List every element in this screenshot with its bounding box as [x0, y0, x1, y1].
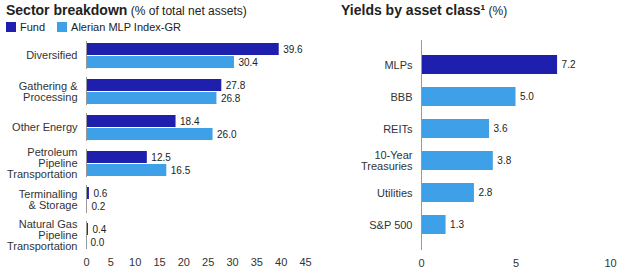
svg-text:Terminalling& Storage: Terminalling& Storage	[19, 188, 78, 211]
svg-text:26.8: 26.8	[221, 93, 241, 104]
svg-text:S&P 500: S&P 500	[369, 219, 412, 231]
svg-text:5.0: 5.0	[520, 91, 534, 102]
svg-text:Utilities: Utilities	[377, 187, 413, 199]
svg-text:18.4: 18.4	[180, 116, 200, 127]
svg-text:0: 0	[83, 256, 89, 268]
svg-text:PetroleumPipelineTransportatio: PetroleumPipelineTransportation	[7, 146, 78, 180]
svg-text:39.6: 39.6	[283, 44, 303, 55]
svg-text:MLPs: MLPs	[384, 59, 413, 71]
svg-text:10: 10	[129, 256, 141, 268]
svg-text:10-YearTreasuries: 10-YearTreasuries	[361, 149, 413, 172]
svg-text:Gathering &Processing: Gathering &Processing	[19, 80, 78, 103]
svg-text:15: 15	[153, 256, 165, 268]
svg-text:20: 20	[178, 256, 190, 268]
svg-text:30.4: 30.4	[238, 57, 258, 68]
svg-text:REITs: REITs	[383, 123, 413, 135]
svg-text:40: 40	[275, 256, 287, 268]
svg-text:3.6: 3.6	[494, 123, 508, 134]
svg-text:5: 5	[513, 257, 519, 269]
svg-text:Diversified: Diversified	[26, 49, 77, 61]
svg-text:5: 5	[108, 256, 114, 268]
svg-text:30: 30	[226, 256, 238, 268]
svg-text:26.0: 26.0	[217, 129, 237, 140]
svg-text:7.2: 7.2	[562, 59, 576, 70]
svg-text:27.8: 27.8	[226, 80, 246, 91]
svg-text:Natural GasPipelineTransportat: Natural GasPipelineTransportation	[7, 218, 78, 252]
svg-text:1.3: 1.3	[450, 219, 464, 230]
svg-text:2.8: 2.8	[478, 187, 492, 198]
svg-text:0.6: 0.6	[93, 188, 107, 199]
svg-text:0: 0	[418, 257, 424, 269]
html-text:Sector breakdown (% of total n: Sector breakdown (% of total net assets)	[6, 2, 247, 18]
svg-text:0.2: 0.2	[91, 201, 105, 212]
svg-text:16.5: 16.5	[171, 165, 191, 176]
svg-text:BBB: BBB	[390, 91, 412, 103]
svg-text:45: 45	[299, 256, 311, 268]
svg-text:12.5: 12.5	[151, 152, 171, 163]
svg-text:0.4: 0.4	[92, 224, 106, 235]
svg-text:10: 10	[604, 257, 616, 269]
html-text:Fund: Fund	[20, 21, 46, 33]
svg-text:0.0: 0.0	[91, 237, 105, 248]
svg-text:25: 25	[202, 256, 214, 268]
html-text:Yields by asset class¹ (%): Yields by asset class¹ (%)	[341, 2, 508, 18]
svg-text:Other Energy: Other Energy	[12, 121, 78, 133]
svg-text:35: 35	[251, 256, 263, 268]
svg-text:3.8: 3.8	[497, 155, 511, 166]
html-text:Alerian MLP Index-GR: Alerian MLP Index-GR	[71, 21, 181, 33]
